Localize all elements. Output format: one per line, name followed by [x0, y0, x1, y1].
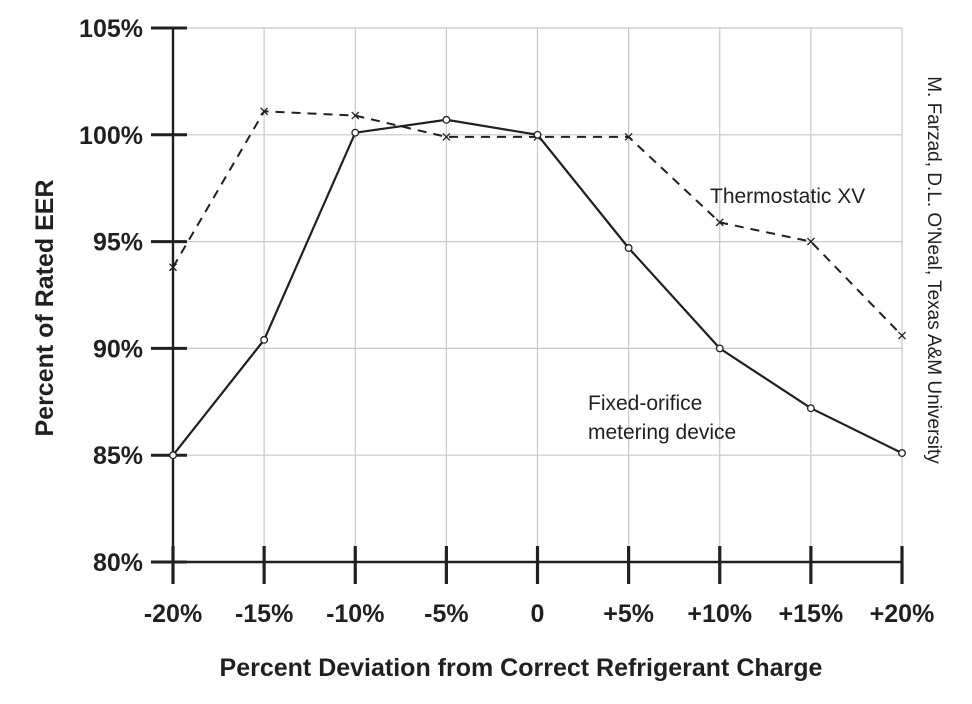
- data-point-s0-7: [806, 237, 815, 246]
- y-axis-title: Percent of Rated EER: [31, 179, 59, 436]
- y-tick-label-4: 100%: [79, 122, 143, 150]
- annotation-fixed-orifice-line2: metering device: [588, 421, 736, 444]
- x-tick-label-5: +5%: [603, 600, 654, 628]
- data-point-s0-8: [898, 331, 906, 340]
- series-lines: [169, 107, 906, 460]
- data-point-s0-1: [260, 107, 269, 116]
- data-point-s1-3: [442, 115, 451, 124]
- data-point-s0-5: [624, 132, 633, 141]
- x-tick-label-0: -20%: [144, 600, 202, 628]
- x-axis-title: Percent Deviation from Correct Refrigera…: [220, 654, 823, 682]
- data-point-s0-0: [169, 263, 177, 272]
- x-tick-label-8: +20%: [870, 600, 935, 628]
- x-tick-label-4: 0: [531, 600, 545, 628]
- data-point-s0-6: [715, 218, 724, 227]
- source-credit: M. Farzad, D.L. O'Neal, Texas A&M Univer…: [923, 76, 944, 464]
- axes: [151, 26, 904, 584]
- y-tick-label-0: 80%: [93, 549, 143, 577]
- x-tick-label-1: -15%: [235, 600, 293, 628]
- x-tick-label-7: +15%: [779, 600, 844, 628]
- y-tick-label-3: 95%: [93, 229, 143, 257]
- x-tick-label-6: +10%: [687, 600, 752, 628]
- data-point-s1-0: [169, 451, 177, 460]
- data-point-s1-6: [715, 344, 724, 353]
- data-point-s1-7: [806, 404, 815, 413]
- data-point-s1-2: [351, 128, 360, 137]
- y-tick-label-2: 90%: [93, 335, 143, 363]
- data-point-s1-8: [898, 449, 906, 458]
- data-point-s0-3: [442, 132, 451, 141]
- annotation-thermostatic-xv: Thermostatic XV: [710, 185, 865, 208]
- x-tick-labels: -20% -15% -10% -5% 0 +5% +10% +15% +20%: [144, 600, 935, 628]
- y-tick-label-1: 85%: [93, 442, 143, 470]
- x-tick-label-2: -10%: [326, 600, 384, 628]
- data-point-s0-2: [351, 111, 360, 120]
- y-tick-label-5: 105%: [79, 15, 143, 43]
- x-tick-label-3: -5%: [424, 600, 468, 628]
- gridlines: [173, 27, 903, 562]
- y-tick-labels: 80% 85% 90% 95% 100% 105%: [79, 15, 143, 577]
- data-point-s1-1: [260, 335, 269, 344]
- annotation-fixed-orifice-line1: Fixed-orifice: [588, 392, 702, 415]
- data-point-s1-5: [624, 244, 633, 252]
- data-point-s1-4: [533, 130, 542, 139]
